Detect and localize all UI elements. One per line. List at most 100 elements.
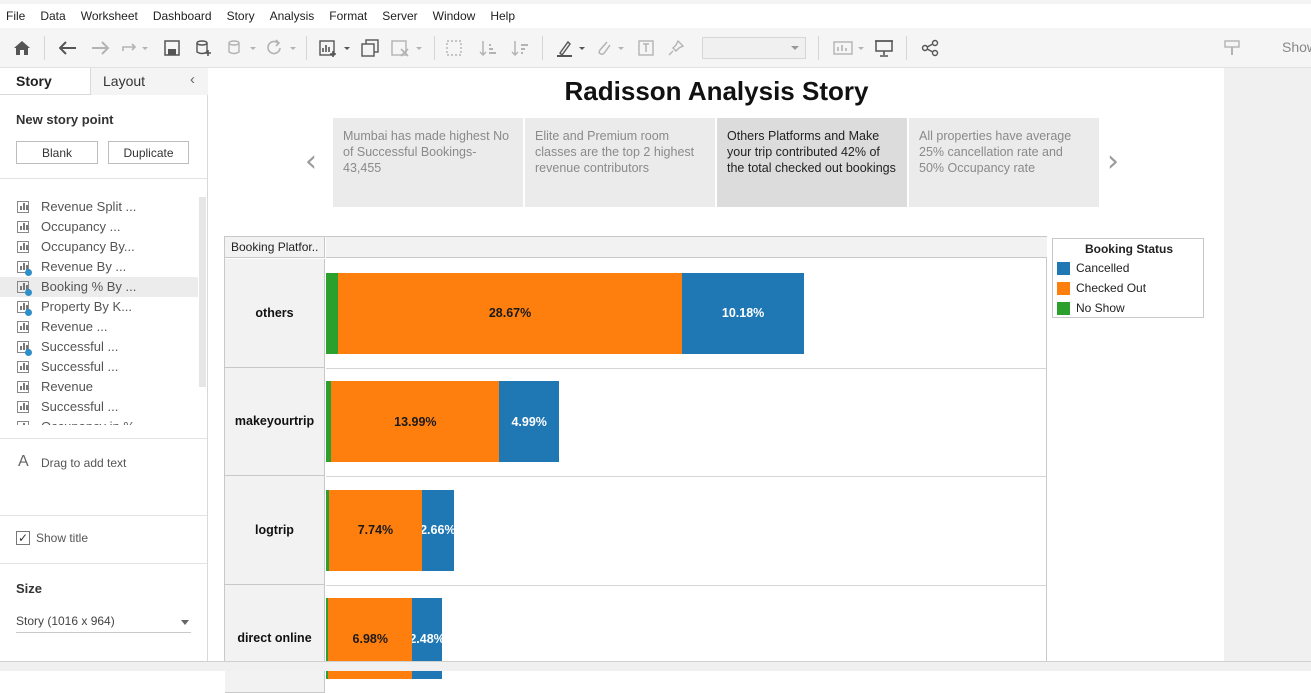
category-label-others[interactable]: others	[225, 259, 325, 368]
sheet-list-item[interactable]: Occupancy ...	[0, 217, 198, 237]
worksheet-icon	[17, 361, 29, 373]
duplicate-button[interactable]: Duplicate	[108, 141, 189, 164]
menu-story[interactable]: Story	[227, 9, 255, 23]
toolbar-separator	[906, 36, 907, 60]
previous-story-point-icon[interactable]: ‹	[305, 144, 317, 179]
sheet-list-item-label: Occupancy ...	[41, 219, 120, 234]
pin-icon[interactable]	[664, 36, 688, 60]
data-label: 2.48%	[412, 632, 442, 646]
story-point-1[interactable]: Mumbai has made highest No of Successful…	[333, 118, 523, 207]
show-me-icon[interactable]	[1220, 36, 1244, 60]
refresh-icon[interactable]	[262, 36, 300, 60]
tab-layout[interactable]: Layout	[103, 73, 145, 89]
sheet-list-item-label: Occupancy in %	[41, 419, 135, 425]
sheet-list-item-label: Property By K...	[41, 299, 132, 314]
section-divider	[0, 563, 207, 564]
menu-format[interactable]: Format	[329, 9, 367, 23]
sheet-list-item[interactable]: Revenue	[0, 377, 198, 397]
menu-worksheet[interactable]: Worksheet	[81, 9, 138, 23]
duplicate-sheet-icon[interactable]	[358, 36, 382, 60]
home-icon[interactable]	[10, 36, 34, 60]
sheet-list-item-label: Revenue Split ...	[41, 199, 136, 214]
sheet-list-item[interactable]: Occupancy in %	[0, 417, 198, 425]
legend-item[interactable]: Checked Out	[1057, 280, 1146, 296]
toolbar: Show	[0, 28, 1311, 68]
sheet-list-item[interactable]: Revenue By ...	[0, 257, 198, 277]
sort-ascending-icon[interactable]	[476, 36, 500, 60]
pause-updates-icon[interactable]	[224, 36, 260, 60]
dashboard-sheet-icon	[17, 281, 29, 293]
sheet-list-item[interactable]: Property By K...	[0, 297, 198, 317]
bar-cancelled-logtrip[interactable]: 2.66%	[422, 490, 454, 571]
group-icon[interactable]	[592, 36, 628, 60]
show-me-label[interactable]: Show	[1282, 39, 1311, 55]
back-icon[interactable]	[56, 36, 80, 60]
new-worksheet-icon[interactable]	[316, 36, 354, 60]
sheet-list-item[interactable]: Booking % By ...	[0, 277, 198, 297]
menu-dashboard[interactable]: Dashboard	[153, 9, 212, 23]
menu-help[interactable]: Help	[490, 9, 515, 23]
row-separator	[326, 585, 1047, 586]
bar-checked-logtrip[interactable]: 7.74%	[329, 490, 422, 571]
bar-cancelled-makeyourtrip[interactable]: 4.99%	[499, 381, 559, 462]
sheet-list-item-label: Successful ...	[41, 399, 118, 414]
sheet-list-item[interactable]: Occupancy By...	[0, 237, 198, 257]
sheet-list-item-label: Booking % By ...	[41, 279, 136, 294]
row-field-header[interactable]: Booking Platfor..	[225, 237, 325, 258]
toolbar-separator	[434, 36, 435, 60]
category-label-makeyourtrip[interactable]: makeyourtrip	[225, 368, 325, 477]
drag-to-add-text[interactable]: Drag to add text	[41, 456, 126, 470]
sheet-list-scrollbar[interactable]	[199, 197, 206, 387]
legend-item[interactable]: No Show	[1057, 300, 1125, 316]
tab-story[interactable]: Story	[16, 73, 52, 89]
sheet-list-item[interactable]: Revenue Split ...	[0, 197, 198, 217]
sheet-tabs-bar	[0, 661, 1311, 671]
redo-icon[interactable]	[118, 36, 152, 60]
story-point-3[interactable]: Others Platforms and Make your trip cont…	[717, 118, 907, 207]
sheet-list-item-label: Revenue	[41, 379, 93, 394]
size-dropdown[interactable]: Story (1016 x 964)	[16, 611, 191, 633]
blank-button[interactable]: Blank	[16, 141, 98, 164]
worksheet-icon	[17, 221, 29, 233]
next-story-point-icon[interactable]: ›	[1107, 144, 1119, 179]
bar-cancelled-others[interactable]: 10.18%	[682, 273, 804, 354]
menu-analysis[interactable]: Analysis	[270, 9, 315, 23]
show-title-checkbox[interactable]: ✓	[16, 531, 30, 545]
menu-bar: File Data Worksheet Dashboard Story Anal…	[0, 4, 1311, 28]
sheet-list-item[interactable]: Revenue ...	[0, 317, 198, 337]
bar-noshow-others[interactable]	[326, 273, 338, 354]
legend-swatch	[1057, 302, 1070, 315]
story-point-4[interactable]: All properties have average 25% cancella…	[909, 118, 1099, 207]
section-divider	[0, 178, 207, 179]
menu-file[interactable]: File	[6, 9, 25, 23]
story-title: Radisson Analysis Story	[209, 76, 1224, 107]
menu-window[interactable]: Window	[433, 9, 476, 23]
presentation-mode-icon[interactable]	[872, 36, 896, 60]
fit-dropdown[interactable]	[702, 37, 806, 59]
sheet-list-item[interactable]: Successful ...	[0, 357, 198, 377]
story-point-2[interactable]: Elite and Premium room classes are the t…	[525, 118, 715, 207]
sheet-list-item[interactable]: Successful ...	[0, 337, 198, 357]
sheet-list-item[interactable]: Successful ...	[0, 397, 198, 417]
save-icon[interactable]	[160, 36, 184, 60]
bar-checked-others[interactable]: 28.67%	[338, 273, 682, 354]
category-label-logtrip[interactable]: logtrip	[225, 476, 325, 585]
menu-server[interactable]: Server	[382, 9, 417, 23]
swap-icon[interactable]	[442, 36, 466, 60]
legend-item[interactable]: Cancelled	[1057, 260, 1129, 276]
share-icon[interactable]	[918, 36, 942, 60]
menu-data[interactable]: Data	[40, 9, 65, 23]
forward-icon[interactable]	[88, 36, 112, 60]
sort-descending-icon[interactable]	[508, 36, 532, 60]
highlight-icon[interactable]	[554, 36, 588, 60]
collapse-pane-icon[interactable]: ‹	[190, 71, 195, 88]
show-labels-icon[interactable]	[830, 36, 868, 60]
label-icon[interactable]	[634, 36, 658, 60]
worksheet-icon	[17, 401, 29, 413]
clear-sheet-icon[interactable]	[388, 36, 426, 60]
new-datasource-icon[interactable]	[192, 36, 216, 60]
bar-checked-makeyourtrip[interactable]: 13.99%	[331, 381, 499, 462]
legend-label: No Show	[1076, 301, 1125, 315]
category-label-direct-online[interactable]: direct online	[225, 585, 325, 693]
